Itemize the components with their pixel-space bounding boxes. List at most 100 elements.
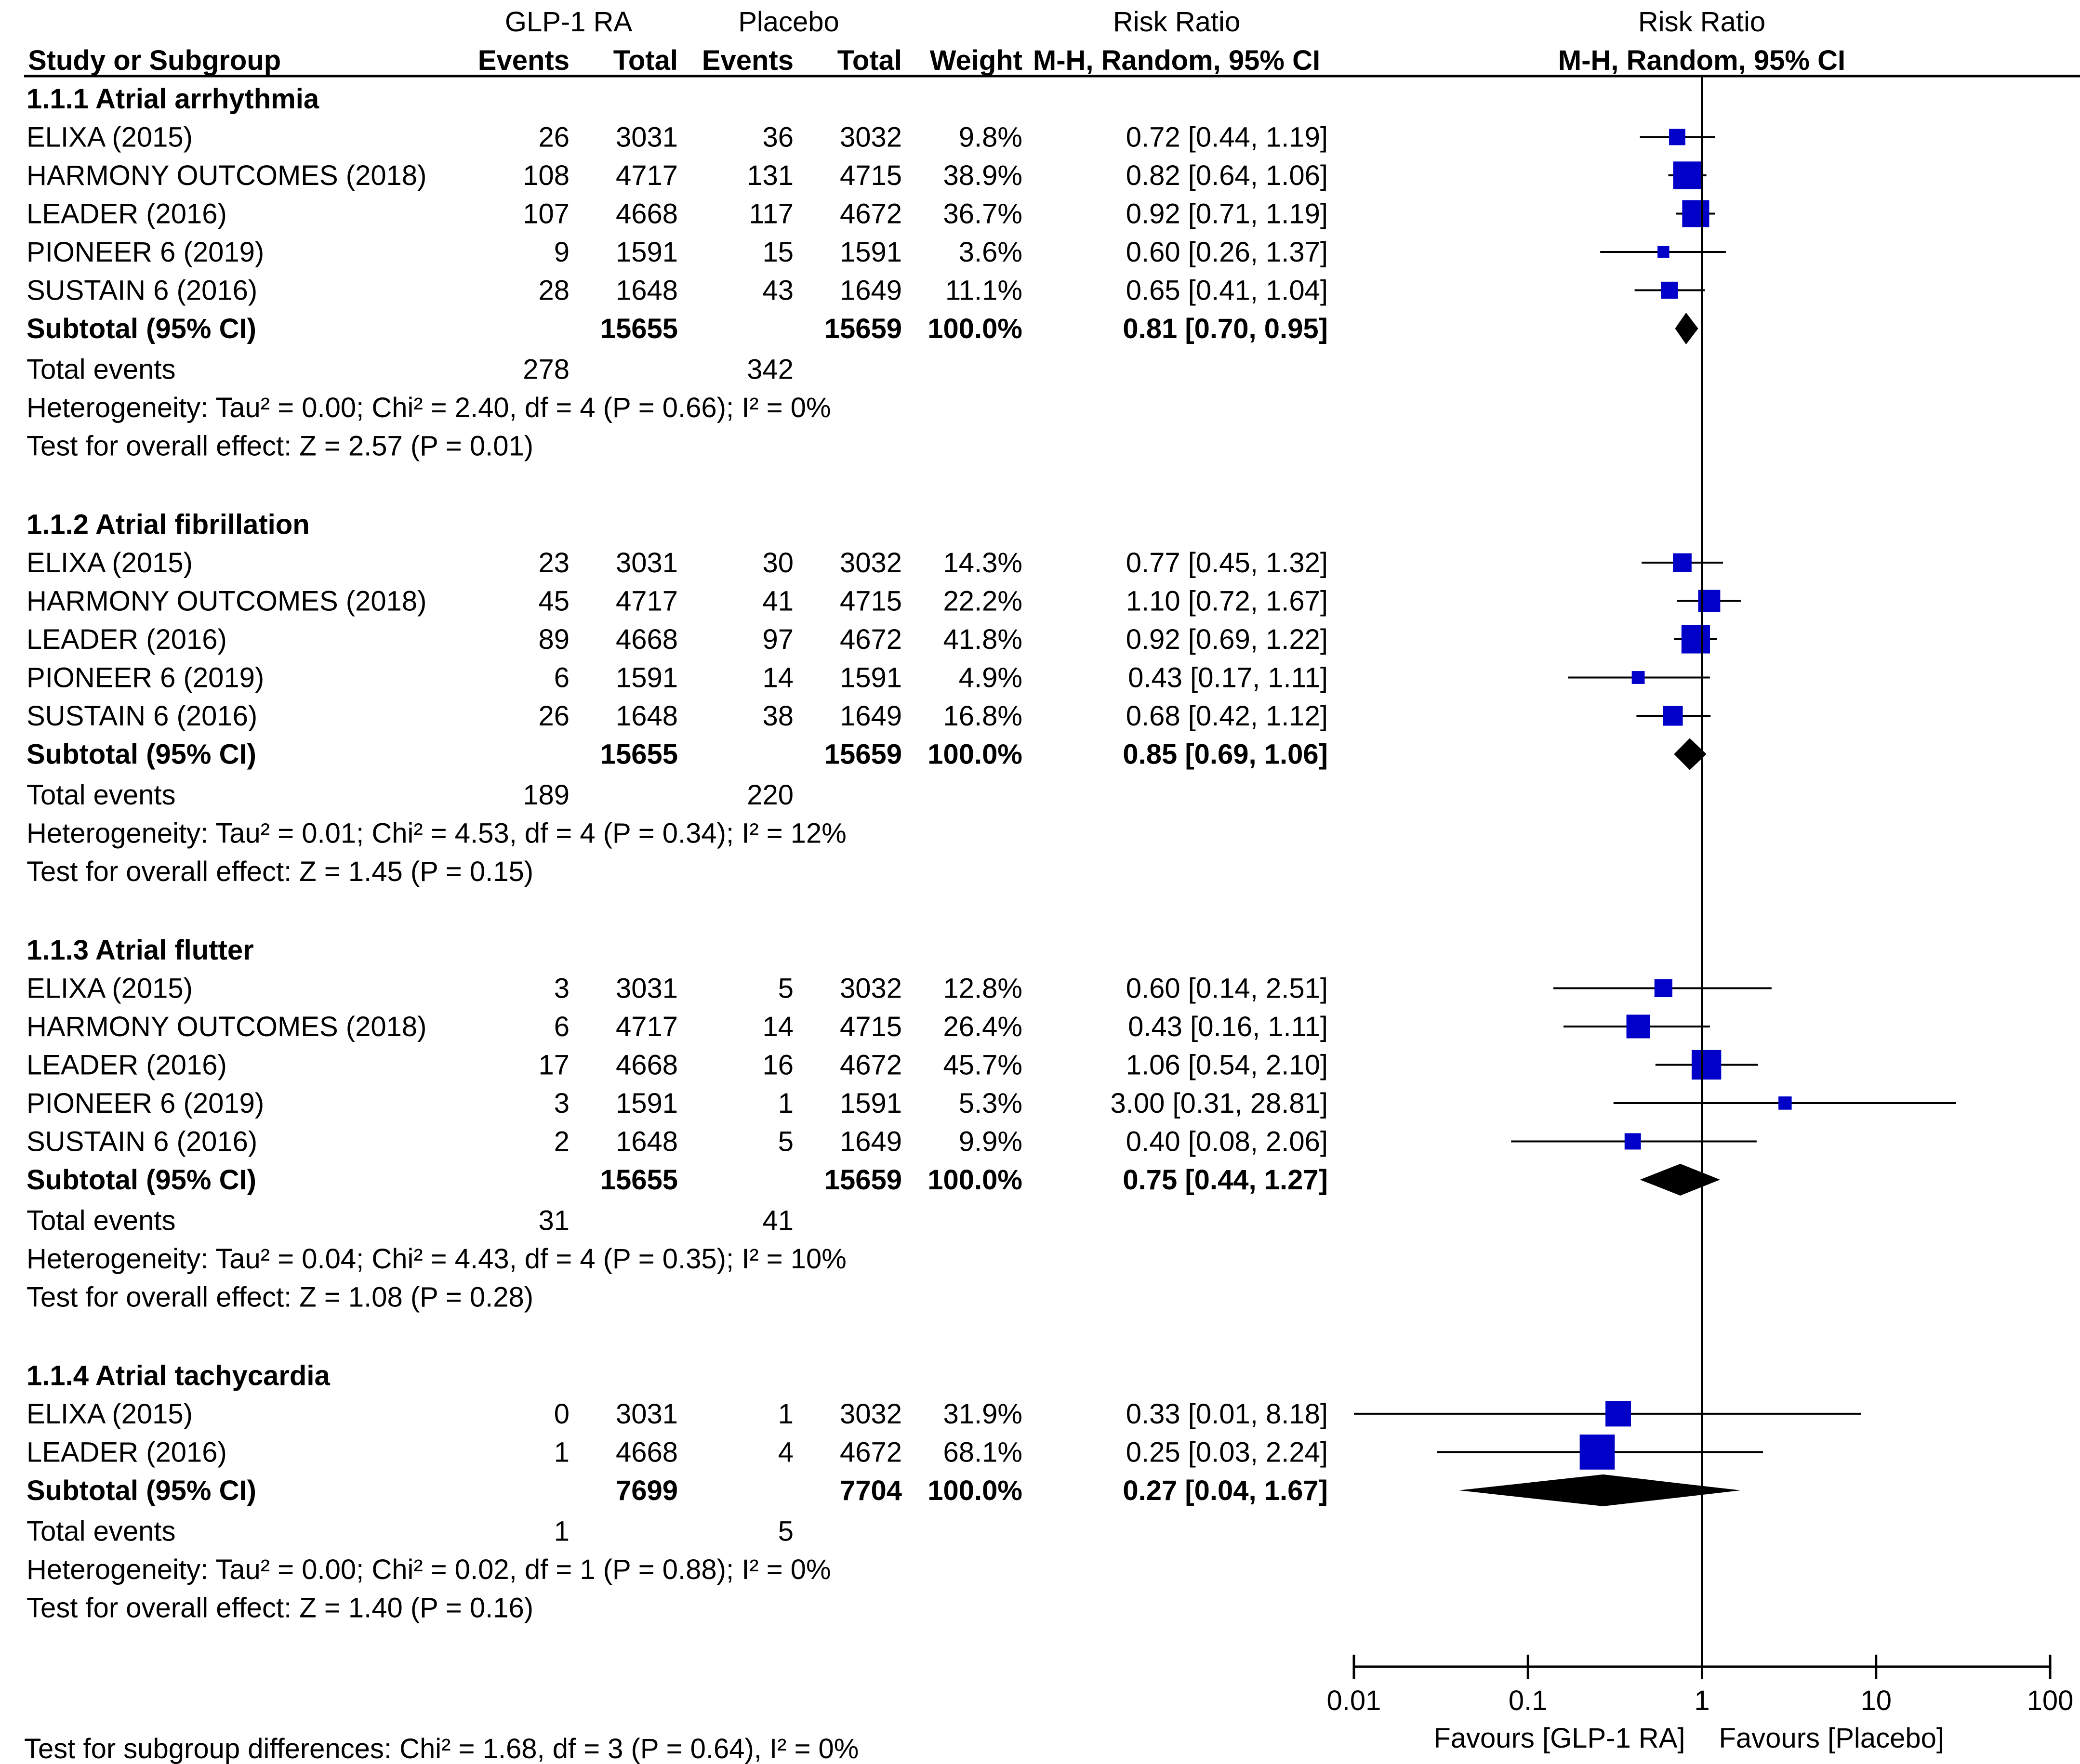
study-name: LEADER (2016) — [26, 1436, 227, 1468]
subgroup-title: 1.1.1 Atrial arrhythmia — [26, 83, 319, 115]
placebo-events: 15 — [762, 237, 794, 268]
table-row: LEADER (2016) 89 4668 97 4672 41.8% 0.92 [0.69… — [26, 624, 1328, 655]
table-row: PIONEER 6 (2019) 6 1591 14 1591 4.9% 0.43 [0.1… — [26, 662, 1328, 693]
glp1-events: 108 — [523, 160, 570, 191]
subtotal-placebo-total: 15659 — [824, 738, 902, 770]
total-events-row: Total events 278 342 — [26, 354, 794, 385]
subgroup-block: 1.1.2 Atrial fibrillation ELIXA (2015) 23 3… — [26, 509, 1328, 887]
placebo-events: 5 — [778, 1126, 794, 1157]
subtotal-row: Subtotal (95% CI) 15655 15659 100.0% 0.75 [0… — [26, 1164, 1328, 1196]
placebo-total: 4715 — [840, 160, 902, 191]
glp1-events: 89 — [538, 624, 570, 655]
glp1-events: 17 — [538, 1049, 570, 1080]
study-ci-text: 1.10 [0.72, 1.67] — [1126, 585, 1328, 617]
subtotal-diamond — [1458, 1474, 1741, 1506]
group2-header: Placebo — [738, 6, 839, 38]
study-ci-text: 0.43 [0.17, 1.11] — [1128, 662, 1328, 693]
subtotal-ci-text: 0.27 [0.04, 1.67] — [1123, 1475, 1328, 1506]
glp1-total: 4717 — [616, 160, 678, 191]
placebo-total: 4672 — [840, 624, 902, 655]
subtotal-weight: 100.0% — [927, 1475, 1022, 1506]
study-name: LEADER (2016) — [26, 198, 227, 230]
study-name: LEADER (2016) — [26, 1049, 227, 1080]
study-ci-text: 0.60 [0.14, 2.51] — [1126, 973, 1328, 1004]
study-name: ELIXA (2015) — [26, 1398, 193, 1430]
total-events-placebo: 220 — [747, 779, 794, 811]
study-name: HARMONY OUTCOMES (2018) — [26, 585, 426, 617]
placebo-events: 117 — [749, 198, 794, 230]
glp1-total: 3031 — [616, 122, 678, 153]
study-weight: 4.9% — [959, 662, 1022, 693]
x-tick-label: 1 — [1694, 1685, 1709, 1716]
study-weight: 9.8% — [959, 122, 1022, 153]
study-weight: 5.3% — [959, 1088, 1022, 1119]
glp1-total: 4668 — [616, 198, 678, 230]
placebo-events: 5 — [778, 973, 794, 1004]
study-weight: 68.1% — [943, 1436, 1022, 1468]
study-weight: 41.8% — [943, 624, 1022, 655]
study-name: PIONEER 6 (2019) — [26, 1088, 264, 1119]
study-ci-text: 0.33 [0.01, 8.18] — [1126, 1398, 1328, 1430]
x-tick-label: 0.01 — [1327, 1685, 1381, 1716]
total-events-placebo: 41 — [762, 1205, 794, 1236]
subtotal-diamond — [1640, 1163, 1720, 1196]
study-weight: 9.9% — [959, 1126, 1022, 1157]
study-weight: 38.9% — [943, 160, 1022, 191]
glp1-events: 3 — [554, 973, 570, 1004]
glp1-events: 1 — [554, 1436, 570, 1468]
favours-right-label: Favours [Placebo] — [1719, 1723, 1944, 1754]
placebo-total: 1591 — [840, 237, 902, 268]
glp1-total: 3031 — [616, 973, 678, 1004]
subtotal-label: Subtotal (95% CI) — [26, 1164, 256, 1196]
study-point-box — [1661, 281, 1678, 299]
glp1-total: 3031 — [616, 1398, 678, 1430]
study-ci-text: 0.43 [0.16, 1.11] — [1128, 1011, 1328, 1042]
glp1-total: 1648 — [616, 275, 678, 306]
study-ci-text: 0.82 [0.64, 1.06] — [1126, 160, 1328, 191]
placebo-events: 131 — [747, 160, 794, 191]
study-point-box — [1654, 979, 1672, 998]
glp1-total: 3031 — [616, 547, 678, 579]
study-point-box — [1579, 1435, 1615, 1470]
study-name: ELIXA (2015) — [26, 122, 193, 153]
study-name: SUSTAIN 6 (2016) — [26, 275, 257, 306]
placebo-total: 4672 — [840, 1049, 902, 1080]
glp1-total: 1591 — [616, 237, 678, 268]
subtotal-diamond — [1674, 738, 1707, 770]
glp1-events: 26 — [538, 700, 570, 732]
glp1-total: 1591 — [616, 1088, 678, 1119]
glp1-total: 1648 — [616, 1126, 678, 1157]
subgroup-title: 1.1.3 Atrial flutter — [26, 935, 254, 966]
study-weight: 12.8% — [943, 973, 1022, 1004]
subtotal-weight: 100.0% — [927, 313, 1022, 344]
heterogeneity-text: Heterogeneity: Tau² = 0.00; Chi² = 2.40,… — [26, 392, 831, 423]
subtotal-row: Subtotal (95% CI) 15655 15659 100.0% 0.85 [0… — [26, 738, 1328, 770]
table-row: LEADER (2016) 107 4668 117 4672 36.7% 0.92 [0.… — [26, 198, 1328, 230]
placebo-total: 1591 — [840, 1088, 902, 1119]
glp1-events: 107 — [523, 198, 570, 230]
heterogeneity-text: Heterogeneity: Tau² = 0.00; Chi² = 0.02,… — [26, 1554, 831, 1585]
subtotal-placebo-total: 15659 — [824, 1164, 902, 1196]
total-events-placebo: 342 — [747, 354, 794, 385]
study-ci-text: 1.06 [0.54, 2.10] — [1126, 1049, 1328, 1080]
x-axis: 0.01 0.1 1 10 100 Favours [GLP-1 RA] Favours [… — [1327, 1655, 2073, 1754]
plot-method-header: M-H, Random, 95% CI — [1558, 45, 1845, 76]
subtotal-row: Subtotal (95% CI) 15655 15659 100.0% 0.81 [0… — [26, 313, 1328, 344]
table-row: ELIXA (2015) 23 3031 30 3032 14.3% 0.77 [0.45,… — [26, 547, 1328, 579]
subgroup-block: 1.1.1 Atrial arrhythmia ELIXA (2015) 26 303… — [26, 83, 1328, 462]
subtotal-label: Subtotal (95% CI) — [26, 1475, 256, 1506]
total-events-glp1: 1 — [554, 1515, 570, 1547]
study-point-box — [1657, 246, 1669, 258]
study-weight: 31.9% — [943, 1398, 1022, 1430]
placebo-total: 1649 — [840, 1126, 902, 1157]
subgroup-difference-test: Test for subgroup differences: Chi² = 1.… — [24, 1733, 859, 1764]
study-point-box — [1673, 553, 1692, 572]
group1-header: GLP-1 RA — [505, 6, 633, 38]
total-events-label: Total events — [26, 779, 176, 811]
subgroup-block: 1.1.4 Atrial tachycardia ELIXA (2015) 0 303… — [26, 1360, 1328, 1623]
table-row: SUSTAIN 6 (2016) 28 1648 43 1649 11.1% 0.65 [0… — [26, 275, 1328, 306]
study-point-box — [1681, 625, 1710, 654]
study-ci-text: 0.72 [0.44, 1.19] — [1126, 122, 1328, 153]
